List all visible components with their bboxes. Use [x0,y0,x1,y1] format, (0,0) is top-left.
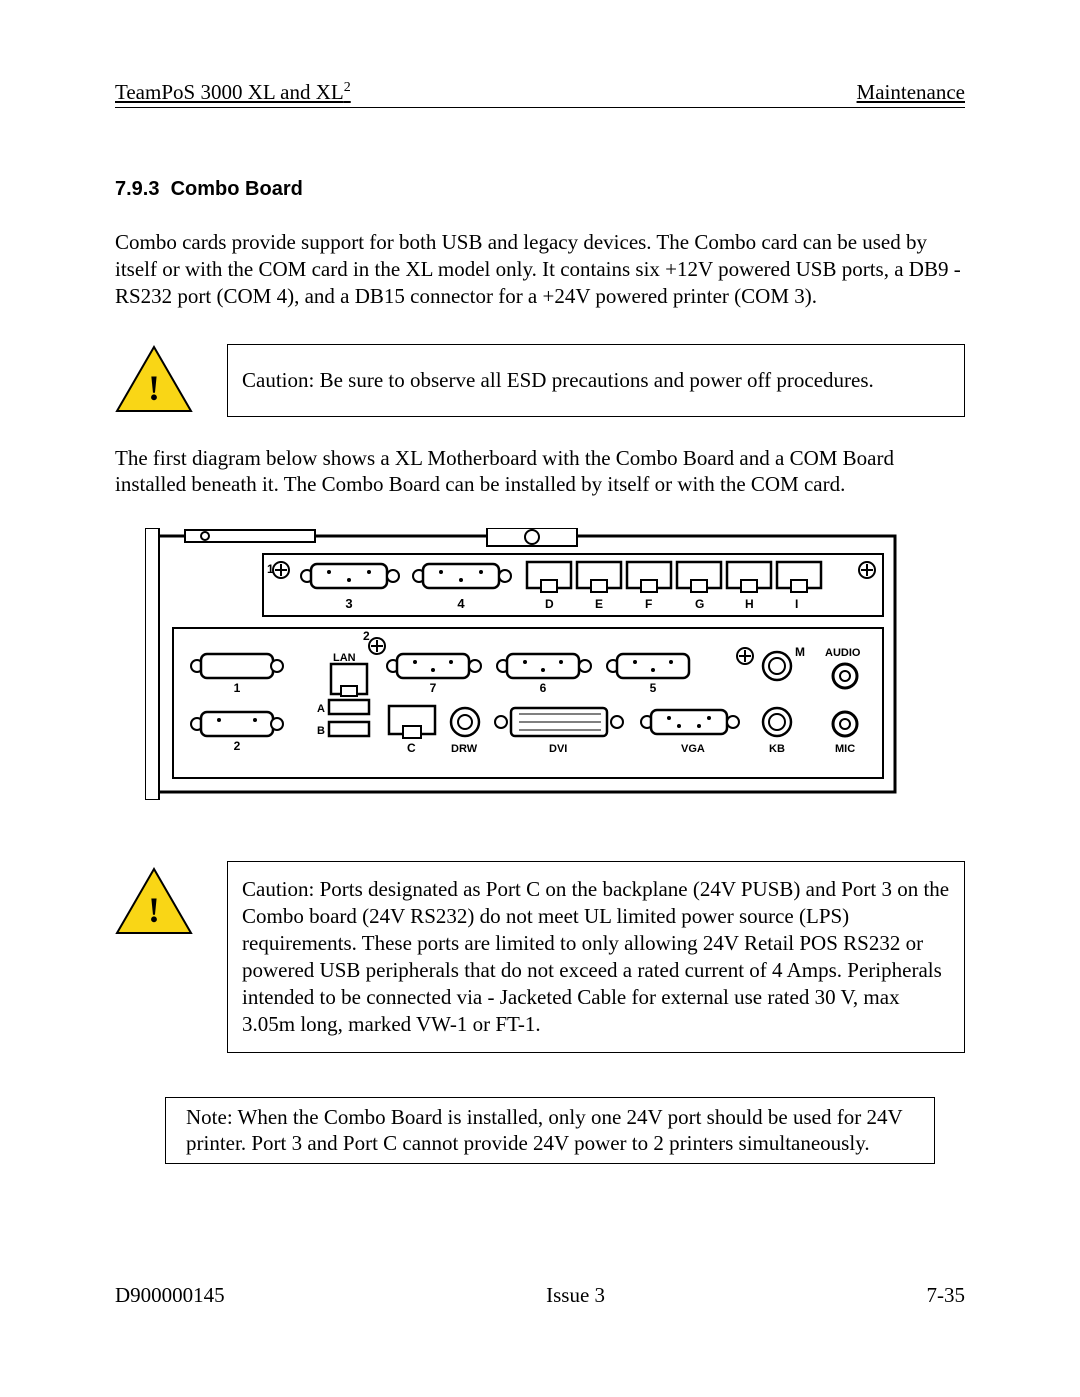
svg-text:E: E [595,597,603,611]
warning-triangle-icon: ! [115,867,193,937]
section-title: Combo Board [171,178,303,200]
svg-text:M: M [795,645,805,659]
svg-text:B: B [317,725,325,737]
svg-text:3: 3 [345,596,352,611]
header-left: TeamPoS 3000 XL and XL2 [115,80,351,105]
svg-text:!: ! [148,368,160,408]
note-box: Note: When the Combo Board is installed,… [165,1097,935,1165]
svg-text:MIC: MIC [835,743,855,755]
svg-text:1: 1 [234,681,241,695]
header-right: Maintenance [857,80,965,105]
paragraph-2: The first diagram below shows a XL Mothe… [115,445,965,499]
header-left-sup: 2 [344,80,351,95]
svg-text:G: G [695,597,704,611]
caution-text-1: Caution: Be sure to observe all ESD prec… [227,344,965,417]
svg-text:2: 2 [363,629,370,643]
footer-left: D900000145 [115,1283,225,1308]
svg-text:DVI: DVI [549,743,567,755]
page-header: TeamPoS 3000 XL and XL2 Maintenance [115,80,965,108]
svg-text:KB: KB [769,743,785,755]
caution-block-2: ! Caution: Ports designated as Port C on… [115,861,965,1052]
svg-text:6: 6 [540,681,547,695]
page-footer: D900000145 Issue 3 7-35 [115,1283,965,1308]
footer-center: Issue 3 [546,1283,605,1308]
svg-text:!: ! [148,890,160,930]
svg-text:VGA: VGA [681,743,705,755]
header-left-base: TeamPoS 3000 XL and XL [115,80,344,104]
svg-text:LAN: LAN [333,652,356,664]
svg-text:4: 4 [457,596,465,611]
svg-text:I: I [795,597,798,611]
svg-text:5: 5 [650,681,657,695]
paragraph-1: Combo cards provide support for both USB… [115,229,965,310]
svg-text:H: H [745,597,754,611]
svg-text:DRW: DRW [451,743,478,755]
caution-text-2: Caution: Ports designated as Port C on t… [227,861,965,1052]
svg-text:D: D [545,597,554,611]
note-text: Note: When the Combo Board is installed,… [186,1105,902,1156]
motherboard-diagram: 1 3 4 [145,528,965,805]
section-number: 7.9.3 [115,178,159,200]
svg-text:F: F [645,597,652,611]
caution-block-1: ! Caution: Be sure to observe all ESD pr… [115,344,965,417]
svg-text:C: C [407,741,416,755]
svg-text:AUDIO: AUDIO [825,647,861,659]
warning-triangle-icon: ! [115,345,193,415]
section-heading: 7.9.3 Combo Board [115,178,965,201]
svg-text:2: 2 [234,739,241,753]
footer-right: 7-35 [927,1283,966,1308]
svg-text:A: A [317,703,325,715]
svg-text:1: 1 [267,562,274,576]
svg-text:7: 7 [430,681,437,695]
